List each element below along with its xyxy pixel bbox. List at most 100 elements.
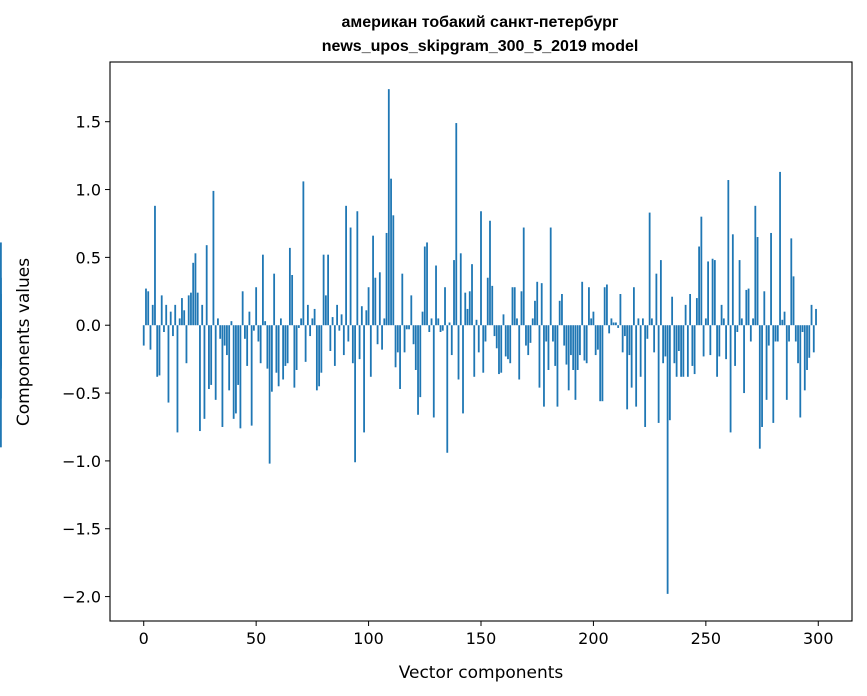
bar-277 xyxy=(765,325,768,400)
bar-263 xyxy=(734,325,736,366)
bar-129 xyxy=(432,325,435,418)
bar-140 xyxy=(457,325,460,380)
bar-86 xyxy=(336,304,338,326)
bar-122 xyxy=(417,325,419,415)
bar-78 xyxy=(318,325,321,387)
bar-250 xyxy=(704,318,707,326)
bar-54 xyxy=(264,321,267,326)
bar-181 xyxy=(549,227,552,326)
bar-208 xyxy=(610,318,613,326)
bar-137 xyxy=(450,325,453,356)
bar-53 xyxy=(262,254,264,326)
bar-71 xyxy=(302,181,305,326)
bar-89 xyxy=(342,325,345,356)
bar-239 xyxy=(680,325,683,377)
bar-149 xyxy=(477,325,480,353)
bar-11 xyxy=(167,325,170,403)
bar-186 xyxy=(561,294,563,326)
bar-180 xyxy=(547,325,550,370)
bar-131 xyxy=(437,318,440,326)
bar-102 xyxy=(372,235,374,326)
bar-118 xyxy=(408,325,410,330)
bar-31 xyxy=(212,190,215,326)
bar-247 xyxy=(698,246,700,326)
plot-frame xyxy=(109,61,853,622)
bar-94 xyxy=(354,325,356,463)
bar-135 xyxy=(446,325,449,453)
bar-219 xyxy=(635,325,638,407)
bar-233 xyxy=(666,325,669,594)
bar-20 xyxy=(187,295,190,326)
bar-183 xyxy=(554,325,557,366)
bar-155 xyxy=(491,285,494,326)
bar-33 xyxy=(217,318,219,326)
bar-37 xyxy=(226,325,228,356)
bar-171 xyxy=(527,325,530,356)
bar-21 xyxy=(190,292,192,326)
bar-264 xyxy=(736,325,739,332)
bar-121 xyxy=(414,325,417,370)
bar-130 xyxy=(435,265,437,326)
bar-189 xyxy=(567,325,570,391)
bar-67 xyxy=(293,325,296,388)
bar-288 xyxy=(790,238,793,326)
bar-269 xyxy=(747,288,750,326)
bar-287 xyxy=(788,325,790,342)
bar-25 xyxy=(199,325,201,432)
bar-207 xyxy=(608,325,611,334)
bar-168 xyxy=(520,291,523,326)
bar-148 xyxy=(475,319,478,326)
bar-105 xyxy=(378,272,381,326)
bar-193 xyxy=(576,325,579,370)
bar-49 xyxy=(253,325,255,331)
x-tick-label: 250 xyxy=(691,629,722,648)
bar-104 xyxy=(376,325,379,345)
bar-112 xyxy=(394,325,397,368)
bar-73 xyxy=(306,304,309,326)
bar-201 xyxy=(594,325,597,356)
bar-152 xyxy=(484,325,487,342)
bar-75 xyxy=(311,318,314,326)
bar-52 xyxy=(259,325,262,364)
bar-24 xyxy=(196,292,199,326)
bar-153 xyxy=(486,277,489,326)
bar-243 xyxy=(689,294,692,326)
bar-244 xyxy=(691,325,694,366)
bar-45 xyxy=(244,325,246,339)
bar-161 xyxy=(504,325,507,357)
bar-36 xyxy=(223,325,226,346)
y-tick-label: 1.5 xyxy=(76,113,101,132)
bar-255 xyxy=(716,325,718,377)
bar-234 xyxy=(668,325,671,421)
bar-27 xyxy=(203,325,206,419)
bar-59 xyxy=(275,325,278,373)
bar-275 xyxy=(761,325,763,427)
bar-110 xyxy=(390,178,392,326)
bar-58 xyxy=(273,273,276,326)
bar-154 xyxy=(489,220,491,326)
bar-196 xyxy=(583,325,586,361)
bar-188 xyxy=(565,325,568,365)
bar-16 xyxy=(178,318,181,326)
bar-195 xyxy=(581,281,584,326)
bar-297 xyxy=(810,304,813,326)
bar-32 xyxy=(214,325,217,400)
bar-163 xyxy=(509,325,512,364)
bar-293 xyxy=(801,325,804,332)
chart-title-line-2: news_upos_skipgram_300_5_2019 model xyxy=(322,38,639,55)
bar-43 xyxy=(239,325,242,429)
y-tick-label: 0.0 xyxy=(76,316,101,335)
bar-100 xyxy=(367,287,370,326)
bar-223 xyxy=(644,325,647,427)
bar-123 xyxy=(419,325,422,398)
bar-38 xyxy=(228,325,231,391)
bar-101 xyxy=(369,325,372,377)
bar-235 xyxy=(671,296,674,326)
bar-257 xyxy=(720,304,723,326)
bar-209 xyxy=(612,322,615,326)
bar-9 xyxy=(163,325,165,332)
bar-0 xyxy=(142,325,145,346)
bar-141 xyxy=(459,253,462,326)
bar-237 xyxy=(675,325,678,377)
bar-182 xyxy=(552,325,554,342)
